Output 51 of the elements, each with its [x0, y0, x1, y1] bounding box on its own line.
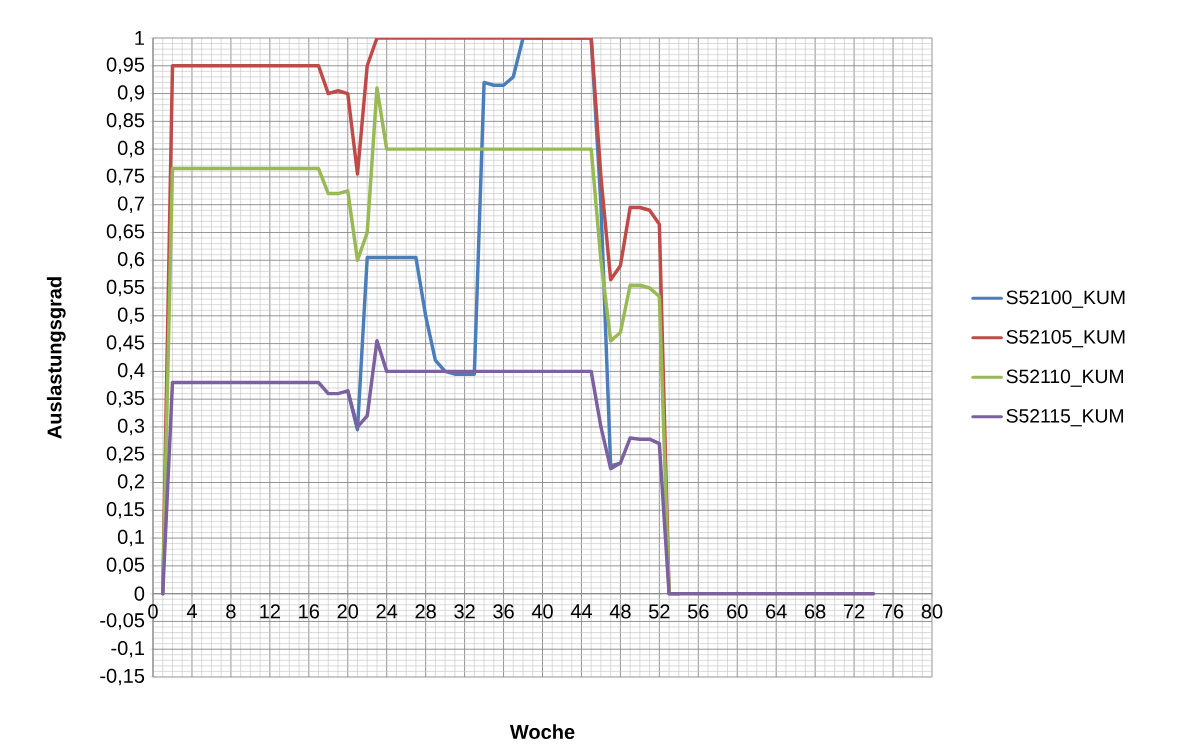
- x-tick-label: 16: [299, 604, 320, 619]
- y-tick-label: 0,3: [117, 418, 145, 436]
- legend-label: S52115_KUM: [1006, 409, 1123, 427]
- y-tick-label: 0,55: [106, 280, 145, 297]
- y-tick-label: 0,25: [106, 446, 145, 464]
- y-tick-label: 0,65: [106, 224, 145, 241]
- y-tick-label: 0,35: [106, 391, 145, 408]
- x-tick-label: 44: [570, 604, 592, 619]
- y-tick-label: 0,9: [117, 85, 144, 103]
- legend-label: S52100_KUM: [1006, 290, 1125, 309]
- x-tick-label: 60: [727, 604, 748, 619]
- x-tick-label: 64: [766, 604, 787, 619]
- y-tick-label: 0: [134, 586, 145, 601]
- y-tick-label: 0,6: [117, 252, 145, 269]
- y-tick-label: 0,4: [117, 363, 145, 380]
- y-tick-label: 0,1: [117, 530, 144, 547]
- y-tick-label: 0,5: [117, 307, 145, 325]
- y-tick-label: 0,15: [106, 502, 145, 519]
- y-tick-label: 0,7: [117, 196, 144, 214]
- y-tick-label: 0,85: [106, 113, 145, 130]
- x-tick-label: 24: [376, 604, 398, 619]
- x-tick-label: 80: [921, 604, 943, 619]
- x-tick-label: 56: [687, 604, 709, 619]
- y-tick-label: -0,1: [111, 641, 144, 658]
- x-tick-label: 40: [531, 604, 553, 619]
- x-tick-label: 72: [844, 604, 865, 619]
- y-tick-label: 0,45: [106, 335, 145, 353]
- y-tick-label: 0,75: [106, 168, 145, 186]
- y-tick-label: -0,15: [100, 668, 145, 686]
- legend-label: S52110_KUM: [1006, 369, 1123, 388]
- x-tick-label: 4: [186, 604, 197, 619]
- legend-label: S52105_KUM: [1006, 330, 1125, 348]
- x-tick-label: 32: [454, 604, 475, 619]
- x-tick-label: 20: [337, 604, 359, 619]
- y-tick-label: -0,05: [100, 613, 145, 630]
- x-tick-label: 48: [609, 604, 631, 619]
- x-tick-label: 0: [148, 604, 158, 619]
- x-tick-label: 68: [805, 604, 826, 619]
- y-tick-label: 0,05: [106, 557, 145, 575]
- x-tick-label: 52: [649, 604, 670, 619]
- y-tick-label: 1: [135, 31, 144, 46]
- x-axis-title: Woche: [509, 724, 575, 740]
- x-tick-label: 12: [260, 604, 280, 619]
- y-axis-title: Auslastungsgrad: [46, 277, 66, 439]
- y-tick-label: 0,2: [117, 474, 144, 492]
- x-tick-label: 76: [882, 604, 904, 619]
- x-tick-label: 8: [226, 604, 236, 619]
- x-tick-label: 28: [415, 604, 436, 619]
- x-tick-label: 36: [493, 604, 514, 619]
- y-tick-label: 0,8: [117, 141, 145, 158]
- y-tick-label: 0,95: [106, 57, 145, 75]
